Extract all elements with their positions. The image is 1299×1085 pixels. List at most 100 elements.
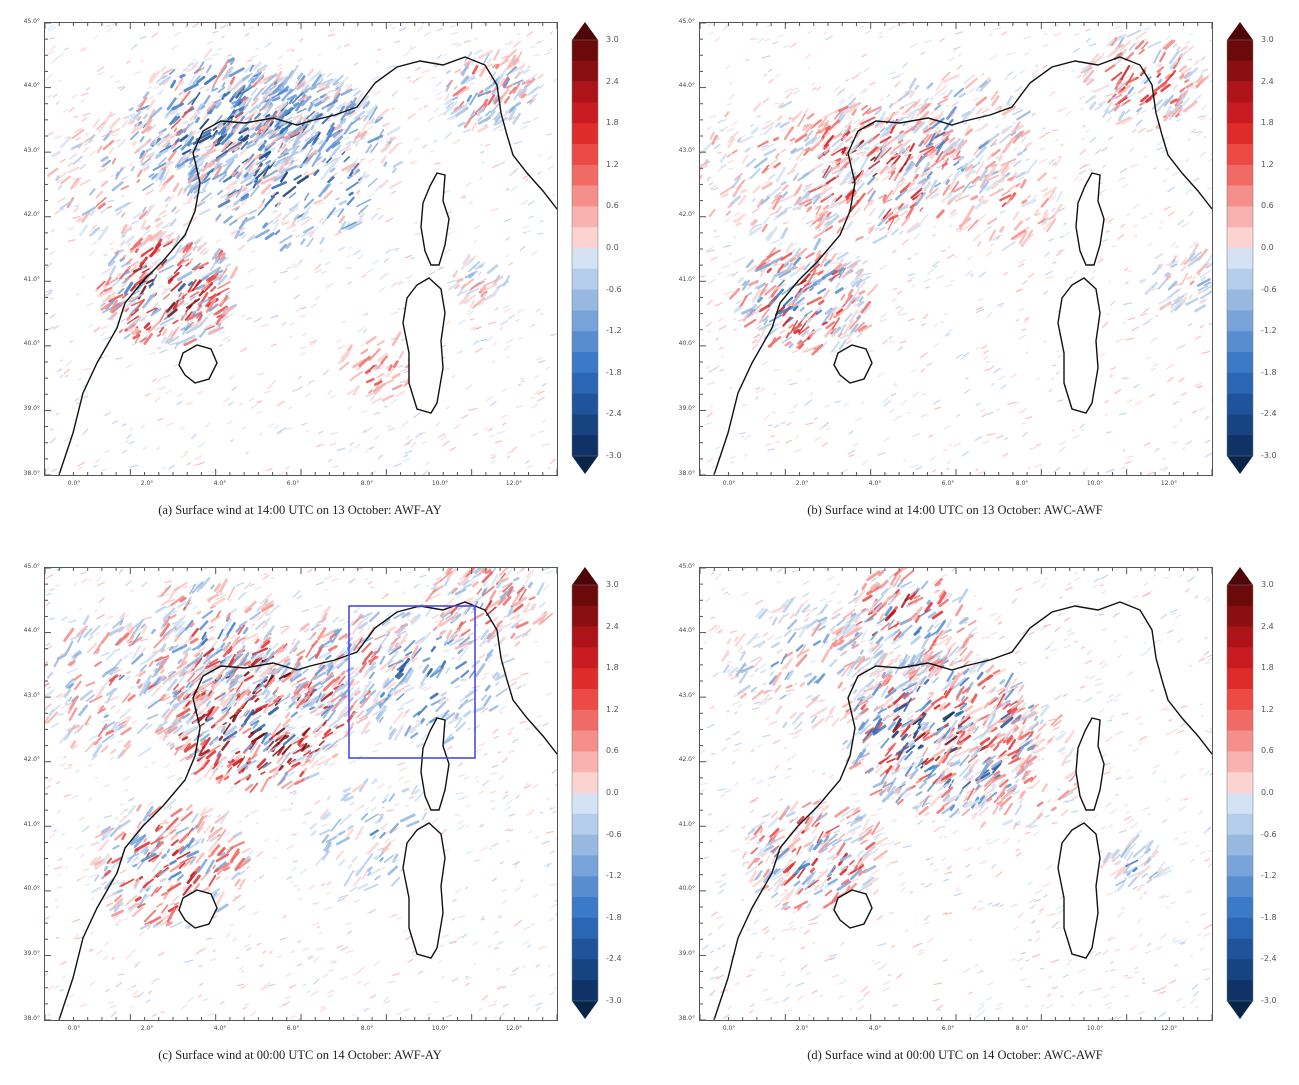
lon-tick-label: 4.0° [200,480,240,487]
lon-tick-label: 2.0° [782,1025,822,1032]
colorbar-label: -1.8 [1261,913,1295,922]
lat-tick-label: 38.0° [6,470,40,477]
colorbar-segment [1227,959,1253,980]
colorbar-segment [1227,751,1253,772]
colorbar-label: -2.4 [606,954,640,963]
wind-difference-map [700,568,1212,1020]
lat-tick-label: 38.0° [661,1015,695,1022]
coastline-sardinia [1058,823,1100,958]
wind-difference-map [45,23,557,475]
coastline-sardinia [403,278,445,413]
colorbar [570,567,600,1019]
lat-tick-label: 45.0° [6,18,40,25]
colorbar-segment [572,751,598,772]
colorbar-segment [1227,61,1253,82]
lon-tick-label: 4.0° [200,1025,240,1032]
colorbar-label: 1.8 [1261,118,1295,127]
map-frame [44,567,558,1021]
colorbar-label: -1.8 [1261,368,1295,377]
colorbar-label: 3.0 [606,35,640,44]
colorbar-label: 0.0 [606,788,640,797]
panel-b: 45.0°44.0°43.0°42.0°41.0°40.0°39.0°38.0°… [655,0,1295,540]
colorbar-segment [1227,606,1253,627]
colorbar-segment [1227,897,1253,918]
colorbar-segment [1227,772,1253,793]
colorbar-segment [572,606,598,627]
panel-c: 45.0°44.0°43.0°42.0°41.0°40.0°39.0°38.0°… [0,545,640,1085]
lon-tick-label: 8.0° [1002,1025,1042,1032]
lat-tick-label: 38.0° [661,470,695,477]
lat-tick-label: 42.0° [6,756,40,763]
lat-tick-label: 39.0° [661,950,695,957]
colorbar-label: -1.8 [606,913,640,922]
lat-tick-label: 44.0° [661,627,695,634]
coastline-sardinia [1058,278,1100,413]
colorbar-segment [1227,710,1253,731]
coastline-balearic [179,890,217,928]
lat-tick-label: 41.0° [661,276,695,283]
lon-tick-label: 6.0° [273,1025,313,1032]
lon-tick-label: 4.0° [855,1025,895,1032]
lat-tick-label: 40.0° [661,340,695,347]
colorbar-segment [1227,227,1253,248]
coastline-corsica [421,718,449,810]
coastline-corsica [1076,718,1104,810]
lon-tick-label: 0.0° [709,1025,749,1032]
lon-tick-label: 10.0° [420,480,460,487]
colorbar-max-arrow [572,567,598,585]
wind-difference-map [45,568,557,1020]
colorbar-segment [1227,394,1253,415]
colorbar-segment [1227,102,1253,123]
colorbar-segment [1227,918,1253,939]
colorbar-segment [572,585,598,606]
colorbar-label: 1.8 [1261,663,1295,672]
colorbar-segment [572,123,598,144]
colorbar-segment [1227,373,1253,394]
lat-tick-label: 43.0° [661,147,695,154]
colorbar-segment [1227,876,1253,897]
colorbar-label: 2.4 [606,622,640,631]
colorbar-label: 1.8 [606,118,640,127]
lon-tick-label: 2.0° [127,480,167,487]
lat-tick-label: 43.0° [661,692,695,699]
colorbar [1225,567,1255,1019]
colorbar-max-arrow [1227,22,1253,40]
colorbar-segment [1227,165,1253,186]
colorbar-segment [572,206,598,227]
lat-tick-label: 43.0° [6,147,40,154]
lat-tick-label: 43.0° [6,692,40,699]
colorbar-segment [1227,310,1253,331]
colorbar-label: 1.2 [1261,705,1295,714]
colorbar-label: 0.0 [606,243,640,252]
lat-tick-label: 45.0° [6,563,40,570]
colorbar-label: 1.8 [606,663,640,672]
colorbar-segment [572,897,598,918]
panel-caption: (b) Surface wind at 14:00 UTC on 13 Octo… [699,503,1211,518]
colorbar-segment [1227,352,1253,373]
colorbar-segment [1227,144,1253,165]
colorbar-label: 3.0 [1261,35,1295,44]
colorbar-label: 0.6 [606,201,640,210]
colorbar-segment [1227,939,1253,960]
colorbar-segment [572,918,598,939]
colorbar-segment [572,102,598,123]
panel-a: 45.0°44.0°43.0°42.0°41.0°40.0°39.0°38.0°… [0,0,640,540]
wind-field-strokes [700,568,1212,1019]
lat-tick-label: 44.0° [6,627,40,634]
map-frame [44,22,558,476]
lat-tick-label: 40.0° [6,885,40,892]
lon-tick-label: 6.0° [928,480,968,487]
colorbar-label: -1.2 [1261,326,1295,335]
lon-tick-label: 12.0° [1149,1025,1189,1032]
colorbar-segment [572,980,598,1001]
lat-tick-label: 42.0° [6,211,40,218]
colorbar-label: 0.6 [1261,201,1295,210]
colorbar-segment [572,144,598,165]
lat-tick-label: 41.0° [6,276,40,283]
colorbar-segment [1227,814,1253,835]
coastline-corsica [421,173,449,265]
colorbar-label: -0.6 [606,285,640,294]
lon-tick-label: 0.0° [54,480,94,487]
colorbar-label: -1.2 [606,326,640,335]
colorbar-segment [572,835,598,856]
